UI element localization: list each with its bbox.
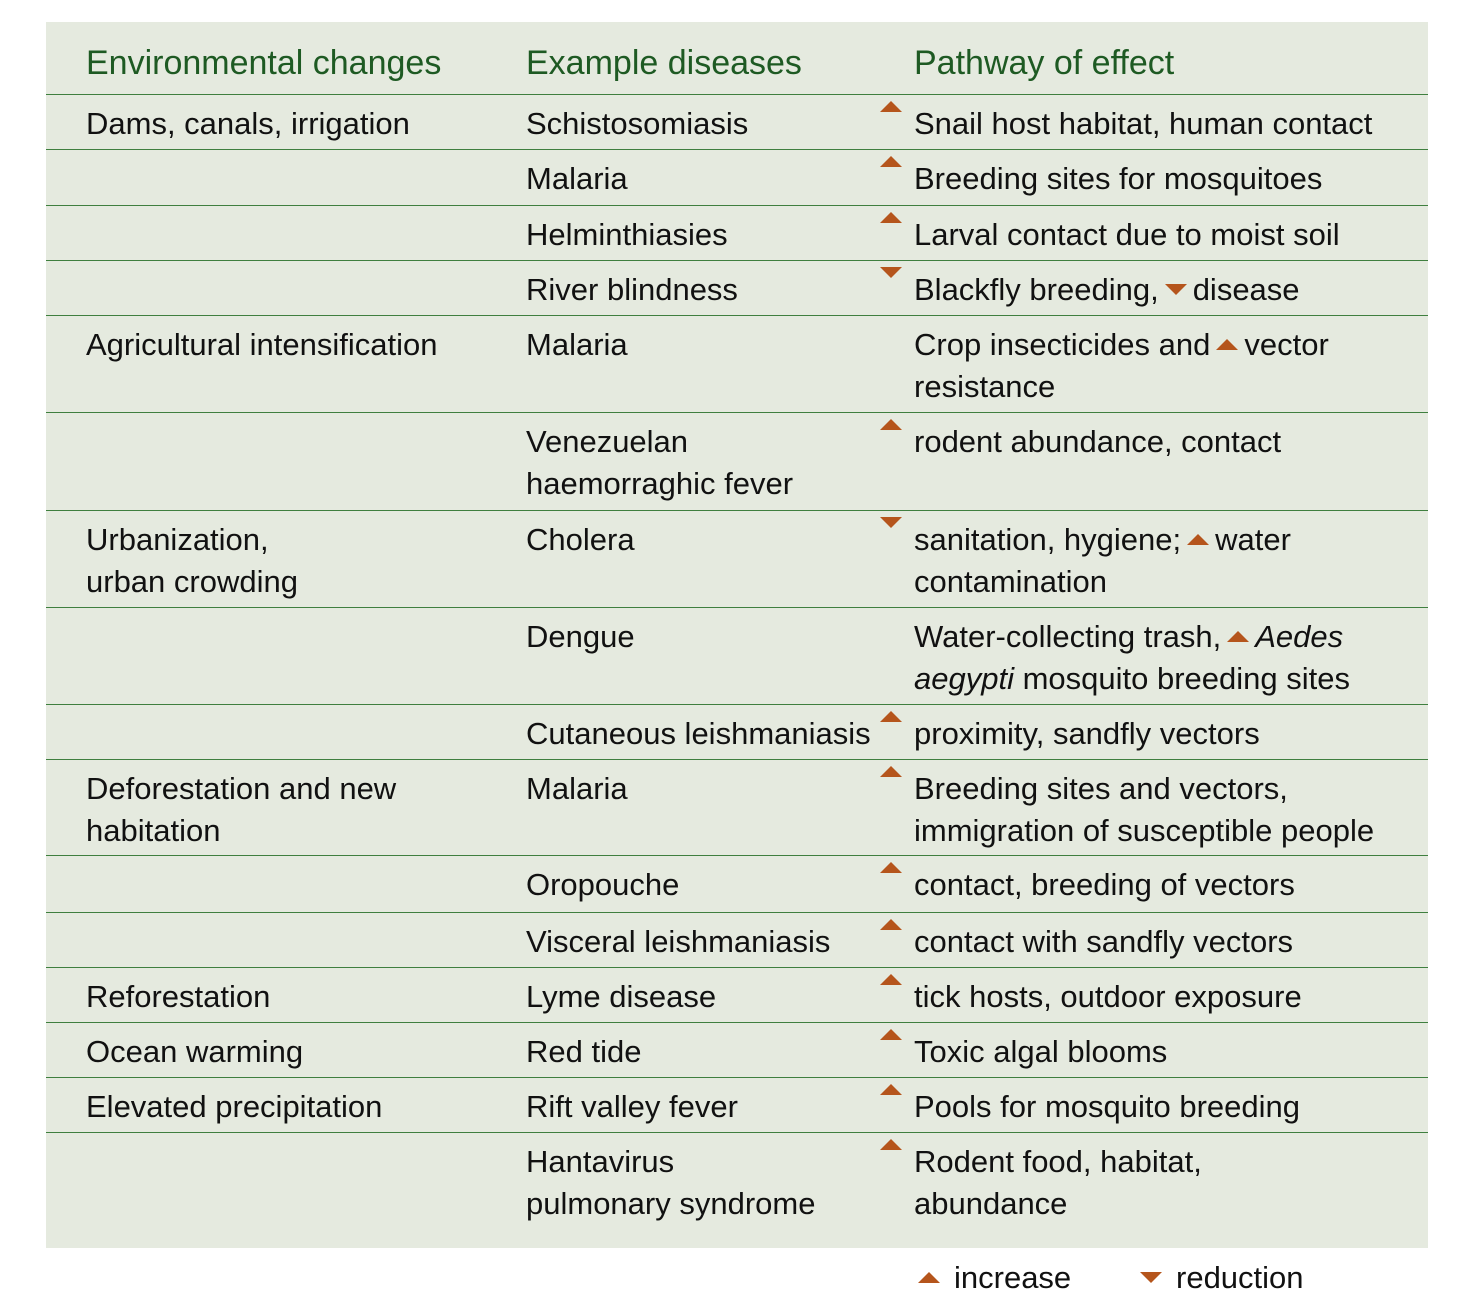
disease-cell: Lyme disease (526, 979, 717, 1014)
table-panel: Environmental changes Example diseases P… (46, 22, 1428, 1248)
pathway-cell: proximity, sandfly vectors (880, 711, 1428, 755)
table-row: River blindness Blackfly breeding, diseas… (46, 261, 1428, 316)
header-pathway-of-effect: Pathway of effect (914, 44, 1175, 82)
pathway-cell: Pools for mosquito breeding (880, 1084, 1428, 1128)
disease-cell: Malaria (526, 161, 628, 196)
increase-arrow-icon (880, 1029, 902, 1040)
pathway-cell: sanitation, hygiene; water contamination (880, 517, 1428, 603)
header-example-diseases: Example diseases (526, 44, 802, 82)
pathway-cell: Snail host habitat, human contact (880, 101, 1428, 145)
change-cell: Deforestation and new habitation (86, 771, 397, 848)
disease-cell: Cholera (526, 522, 635, 557)
increase-arrow-icon (1187, 534, 1210, 546)
disease-cell: Malaria (526, 327, 628, 362)
table-header: Environmental changes Example diseases P… (46, 22, 1428, 95)
disease-cell: River blindness (526, 272, 738, 307)
increase-arrow-icon (880, 101, 902, 112)
pathway-cell: Rodent food, habitat, abundance (880, 1139, 1428, 1225)
table-row: Venezuelan haemorraghic fever rodent abu… (46, 413, 1428, 511)
disease-cell: Oropouche (526, 867, 680, 902)
change-cell: Dams, canals, irrigation (86, 106, 410, 141)
legend-increase-label: increase (954, 1260, 1072, 1295)
table-row: Elevated precipitation Rift valley fever… (46, 1078, 1428, 1133)
increase-arrow-icon (880, 1139, 902, 1150)
pathway-cell: tick hosts, outdoor exposure (880, 974, 1428, 1018)
disease-cell: Venezuelan haemorraghic fever (526, 424, 794, 501)
legend-increase: increase (918, 1260, 1071, 1296)
increase-arrow-icon (880, 766, 902, 777)
increase-arrow-icon (880, 919, 902, 930)
pathway-cell: Breeding sites for mosquitoes (880, 156, 1428, 200)
table-row: Agricultural intensification Malaria Cro… (46, 316, 1428, 413)
legend-reduction: reduction (1140, 1260, 1304, 1296)
increase-arrow-icon (1227, 631, 1250, 643)
pathway-cell: Water-collecting trash, Aedes aegypti mos… (914, 619, 1351, 696)
table-row: Cutaneous leishmaniasis proximity, sandf… (46, 705, 1428, 760)
table-row: Visceral leishmaniasis contact with sand… (46, 913, 1428, 968)
reduction-arrow-icon (1140, 1272, 1162, 1284)
increase-arrow-icon (880, 419, 902, 430)
reduction-arrow-icon (880, 267, 902, 278)
disease-cell: Dengue (526, 619, 635, 654)
pathway-cell: rodent abundance, contact (880, 419, 1428, 463)
increase-arrow-icon (918, 1272, 940, 1284)
legend-reduction-label: reduction (1176, 1260, 1304, 1295)
change-cell: Ocean warming (86, 1034, 304, 1069)
disease-cell: Malaria (526, 771, 628, 806)
change-cell: Agricultural intensification (86, 327, 438, 362)
disease-cell: Red tide (526, 1034, 642, 1069)
disease-cell: Schistosomiasis (526, 106, 749, 141)
pathway-cell: Crop insecticides and vector resistance (914, 327, 1329, 404)
pathway-cell: Blackfly breeding, disease (880, 267, 1428, 311)
pathway-cell: contact with sandfly vectors (880, 919, 1428, 963)
table-row: Ocean warming Red tide Toxic algal bloom… (46, 1023, 1428, 1078)
change-cell: Urbanization, urban crowding (86, 522, 298, 599)
table-row: Dams, canals, irrigation Schistosomiasis… (46, 95, 1428, 150)
table-row: Dengue Water-collecting trash, Aedes aegy… (46, 608, 1428, 705)
table-row: Helminthiasies Larval contact due to moi… (46, 206, 1428, 261)
table-row: Urbanization, urban crowding Cholera san… (46, 511, 1428, 608)
table-row: Malaria Breeding sites for mosquitoes (46, 150, 1428, 206)
increase-arrow-icon (880, 156, 902, 167)
increase-arrow-icon (880, 974, 902, 985)
pathway-cell: Breeding sites and vectors, immigration … (880, 766, 1428, 852)
table-row: Deforestation and new habitation Malaria… (46, 760, 1428, 856)
increase-arrow-icon (880, 711, 902, 722)
increase-arrow-icon (1216, 339, 1239, 351)
disease-cell: Visceral leishmaniasis (526, 924, 831, 959)
disease-cell: Helminthiasies (526, 217, 728, 252)
change-cell: Reforestation (86, 979, 271, 1014)
pathway-cell: Larval contact due to moist soil (880, 212, 1428, 256)
table-row: Hantavirus pulmonary syndrome Rodent foo… (46, 1133, 1428, 1233)
change-cell: Elevated precipitation (86, 1089, 383, 1124)
disease-cell: Rift valley fever (526, 1089, 738, 1124)
pathway-cell: Toxic algal blooms (880, 1029, 1428, 1073)
table-row: Oropouche contact, breeding of vectors (46, 856, 1428, 913)
increase-arrow-icon (880, 212, 902, 223)
reduction-arrow-icon (880, 517, 902, 528)
reduction-arrow-icon (1164, 284, 1187, 296)
header-environmental-changes: Environmental changes (86, 44, 442, 82)
table-row: Reforestation Lyme disease tick hosts, o… (46, 968, 1428, 1023)
pathway-cell: contact, breeding of vectors (880, 862, 1428, 906)
increase-arrow-icon (880, 862, 902, 873)
increase-arrow-icon (880, 1084, 902, 1095)
disease-cell: Cutaneous leishmaniasis (526, 716, 871, 751)
disease-cell: Hantavirus pulmonary syndrome (526, 1144, 816, 1221)
